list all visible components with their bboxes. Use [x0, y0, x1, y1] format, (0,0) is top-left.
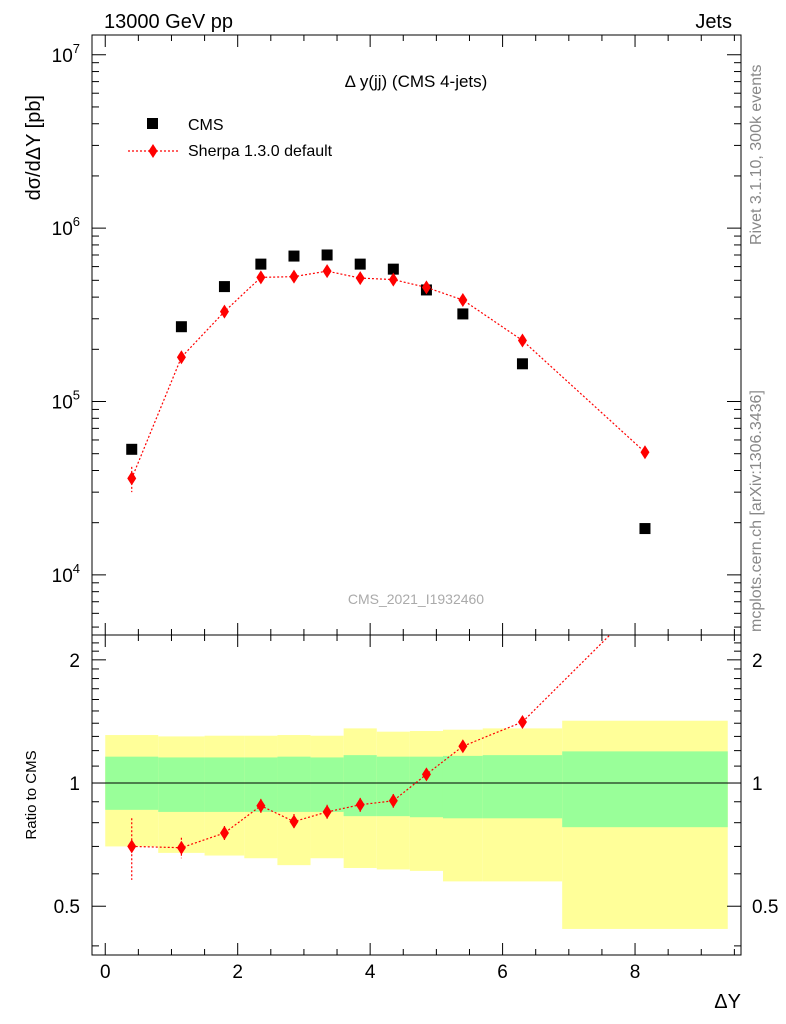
band-inner	[482, 755, 563, 819]
sherpa-mc-point	[127, 471, 137, 486]
y-tick-label: 107	[52, 41, 80, 67]
ratio-y-tick-label: 0.5	[752, 897, 778, 918]
legend-label-cms: CMS	[188, 117, 224, 134]
ratio-line	[131, 635, 611, 849]
sherpa-mc-point	[421, 280, 431, 295]
ratio-point	[355, 797, 365, 812]
sherpa-mc-point	[219, 304, 229, 319]
sherpa-mc-point	[517, 333, 527, 348]
analysis-id-watermark: CMS_2021_I1932460	[348, 591, 484, 607]
ratio-point	[219, 825, 229, 840]
cms-data-point	[175, 321, 187, 333]
ratio-point	[289, 814, 299, 829]
ratio-point	[421, 767, 431, 782]
ratio-y-axis-label: Ratio to CMS	[23, 750, 40, 839]
ratio-point	[517, 714, 527, 729]
x-tick-label: 4	[365, 962, 376, 983]
ratio-y-tick-label: 2	[752, 651, 763, 672]
x-axis-label: ΔY	[714, 991, 741, 1013]
cms-data-point	[457, 308, 469, 320]
x-ticks: 0 2 4 6 8	[100, 35, 735, 983]
main-y-axis-label: dσ/dΔY [pb]	[23, 95, 45, 200]
ratio-y-ticks: 0.5 0.5 1 1 2 2	[54, 634, 778, 947]
legend-label-sherpa: Sherpa 1.3.0 default	[188, 143, 333, 160]
ratio-y-tick-label: 1	[69, 774, 80, 795]
sherpa-mc-point	[458, 292, 468, 307]
cms-data-point	[255, 258, 267, 270]
band-inner	[562, 751, 728, 828]
ratio-frame	[91, 634, 742, 956]
cms-data-point	[387, 263, 399, 275]
y-tick-label: 106	[52, 214, 80, 240]
ratio-point	[458, 739, 468, 754]
sherpa-mc-point	[355, 271, 365, 286]
sherpa-line	[131, 270, 646, 479]
sherpa-mc-point	[176, 350, 186, 365]
band-inner	[310, 757, 344, 812]
band-inner	[442, 755, 483, 819]
y-tick-label: 105	[52, 388, 80, 414]
ratio-y-tick-label: 0.5	[54, 897, 80, 918]
x-tick-label: 6	[497, 962, 508, 983]
main-y-ticks: 104 105 106 107	[52, 41, 741, 628]
ratio-point	[388, 793, 398, 808]
sherpa-mc-point	[640, 445, 650, 460]
ratio-point	[127, 839, 137, 854]
cms-data-point	[288, 250, 300, 262]
header-group: Jets	[695, 11, 732, 33]
sherpa-mc-point	[289, 269, 299, 284]
legend: CMS Sherpa 1.3.0 default	[128, 117, 333, 160]
ratio-y-tick-label: 1	[752, 774, 763, 795]
ratio-series	[127, 593, 649, 880]
ratio-uncertainty-bands	[92, 720, 741, 929]
ratio-point	[322, 804, 332, 819]
main-series	[126, 249, 651, 535]
cms-data-point	[321, 249, 333, 261]
legend-marker-sherpa	[148, 144, 158, 158]
x-tick-label: 0	[100, 962, 111, 983]
mcplots-label: mcplots.cern.ch [arXiv:1306.3436]	[748, 390, 765, 632]
ratio-point	[176, 840, 186, 855]
cms-data-point	[126, 443, 138, 455]
sherpa-mc-point	[322, 264, 332, 279]
rivet-version-label: Rivet 3.1.10, 300k events	[748, 64, 765, 245]
cms-data-point	[354, 258, 366, 270]
band-inner	[204, 757, 245, 812]
legend-marker-cms	[147, 118, 158, 129]
cms-data-point	[516, 358, 528, 370]
sherpa-mc-point	[256, 270, 266, 285]
cms-data-point	[218, 281, 230, 293]
ratio-point	[640, 593, 649, 607]
sherpa-mc-point	[388, 272, 398, 287]
band-inner	[409, 756, 443, 818]
main-plot-title: Δ y(jj) (CMS 4-jets)	[345, 72, 488, 91]
y-tick-label: 104	[52, 561, 80, 587]
x-tick-label: 2	[232, 962, 243, 983]
ratio-y-tick-label: 2	[69, 651, 80, 672]
header-process: 13000 GeV pp	[104, 11, 233, 33]
band-inner	[277, 756, 311, 812]
ratio-point	[256, 798, 266, 813]
x-tick-label: 8	[630, 962, 641, 983]
cms-data-point	[639, 523, 651, 535]
band-inner	[158, 757, 205, 812]
